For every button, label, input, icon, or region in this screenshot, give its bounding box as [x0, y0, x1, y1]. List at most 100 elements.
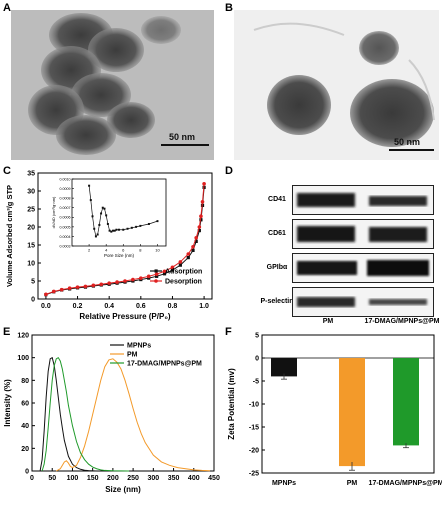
inset-data-point: [147, 222, 150, 225]
legend-label-e: 17-DMAG/MPNPs@PM: [127, 361, 202, 368]
panel-label-d: D: [225, 165, 233, 177]
tem-image-b: 50 nm: [234, 10, 439, 160]
inset-data-point: [100, 212, 103, 215]
y-tick-label-c: 5: [31, 279, 35, 286]
inset-x-tick-label: 8: [139, 248, 142, 253]
legend-marker-c: [154, 269, 158, 273]
y-tick-label-e: 20: [21, 446, 29, 453]
y-tick-label-e: 0: [25, 469, 29, 476]
y-tick-label-f: -10: [249, 402, 259, 409]
plot-frame-c: [37, 172, 213, 300]
inset-data-point: [156, 220, 159, 223]
data-point-desorption: [131, 277, 135, 282]
y-tick-label-c: 20: [27, 225, 35, 232]
wb-label-cd41: CD41: [268, 196, 286, 203]
y-tick-label-e: 60: [21, 401, 29, 408]
legend-marker-c: [154, 279, 158, 283]
inset-data-point: [115, 228, 118, 231]
x-tick-label-e: 350: [168, 475, 180, 482]
scale-bar-label-b: 50 nm: [394, 137, 421, 147]
wb-blot-cd61: [292, 219, 434, 249]
size-distribution-chart: 0 50 100 150 200 250 300 350 400 450 0 20 40 60 80 100 1…: [3, 333, 220, 495]
y-tick-label-c: 35: [27, 171, 35, 178]
panel-b: B 50 nm: [222, 0, 442, 162]
panel-d: D CD41 CD61 GPIbα P-selectin PM 17-DMAG/…: [222, 163, 442, 325]
inset-y-tick-label: 0.0008: [60, 197, 71, 201]
data-point-desorption: [67, 286, 72, 290]
legend-label-e: MPNPs: [127, 343, 151, 350]
inset-data-point: [94, 235, 97, 238]
inset-data-point: [139, 224, 142, 227]
y-tick-label-f: -25: [249, 471, 259, 478]
x-axis-label-e: Size (nm): [105, 485, 141, 494]
series-line-e: [39, 356, 97, 472]
panel-label-f: F: [225, 326, 232, 338]
wb-blot-cd41: [292, 185, 434, 215]
data-point-desorption: [191, 245, 195, 249]
wb-column-17dmag: 17-DMAG/MPNPs@PM: [364, 318, 440, 325]
scale-bar-b: [389, 149, 434, 151]
scale-bar-label-a: 50 nm: [169, 132, 196, 142]
data-point-desorption: [107, 281, 111, 285]
wb-label-pselectin: P-selectin: [260, 298, 294, 305]
inset-y-tick-label: 0.0004: [60, 235, 71, 239]
panel-label-a: A: [3, 2, 11, 14]
inset-data-point: [118, 228, 120, 231]
inset-data-point: [135, 225, 138, 228]
data-point-desorption: [115, 280, 119, 284]
data-point-desorption: [194, 236, 198, 240]
tem-particles-b: [234, 10, 439, 160]
wb-blot-gpib: [292, 253, 434, 283]
inset-data-point: [98, 223, 101, 226]
inset-x-label: Pore Size (nm): [104, 253, 135, 258]
data-point-desorption: [170, 265, 175, 270]
x-category-label-f: 17-DMAG/MPNPs@PM: [369, 480, 442, 487]
data-point-desorption: [146, 274, 151, 279]
data-point-desorption: [202, 182, 206, 186]
y-tick-label-e: 120: [17, 333, 29, 340]
inset-data-point: [91, 215, 94, 218]
inset-y-label: dV/dD (cm³/g·nm): [51, 196, 56, 228]
inset-y-tick-label: 0.0006: [60, 216, 71, 220]
x-tick-label-e: 400: [188, 475, 200, 482]
x-tick-label-e: 150: [87, 475, 99, 482]
bar-0: [271, 358, 297, 377]
x-tick-label-c: 1.0: [199, 303, 209, 310]
x-tick-label-c: 0.2: [73, 303, 83, 310]
inset-y-tick-label: 0.0005: [60, 225, 71, 229]
y-tick-label-c: 30: [27, 189, 35, 196]
y-tick-label-c: 10: [27, 261, 35, 268]
data-point-desorption: [59, 287, 64, 292]
inset-frame-c: [71, 178, 167, 247]
wb-label-cd61: CD61: [268, 230, 286, 237]
y-tick-label-e: 100: [17, 355, 29, 362]
x-tick-label-e: 450: [208, 475, 220, 482]
series-line-e: [41, 356, 130, 472]
x-category-label-f: MPNPs: [272, 480, 296, 487]
inset-y-tick-label: 0.0009: [60, 187, 71, 191]
inset-y-tick-label: 0.0007: [60, 206, 71, 210]
data-point-desorption: [91, 283, 96, 288]
x-tick-label-e: 100: [67, 475, 79, 482]
y-axis-label-c: Volume Adsorbed cm³/g STP: [5, 185, 14, 287]
data-point-desorption: [83, 284, 88, 289]
zeta-potential-chart: -25 -20 -15 -10 -5 0 5 Zeta Potential (mv) MPNPs…: [227, 333, 442, 488]
x-tick-label-c: 0.4: [104, 303, 114, 310]
data-point-desorption: [99, 282, 104, 287]
y-tick-label-f: -5: [253, 379, 259, 386]
panel-e: E 0 50 100 150 200 250 300 350 400 450 0 20 40 60 80 10…: [0, 323, 222, 500]
panel-c: C 0.0 0.2 0.4 0.6 0.8 1.0 0 5 10 15 20 25 30 35 Relati…: [0, 163, 222, 323]
inset-data-point: [96, 233, 99, 236]
y-tick-label-c: 15: [27, 243, 35, 250]
series-line-e: [56, 358, 210, 472]
data-point-adsorption: [197, 229, 201, 233]
y-tick-label-f: 0: [255, 356, 259, 363]
legend-label-c: Desorption: [165, 279, 202, 286]
data-point-desorption: [154, 272, 159, 276]
x-axis-label-c: Relative Pressure (P/P₀): [79, 312, 171, 321]
x-tick-label-e: 300: [147, 475, 159, 482]
inset-data-point: [88, 184, 91, 187]
inset-x-tick-label: 2: [88, 248, 91, 253]
wb-blot-pselectin: [292, 287, 434, 317]
inset-data-point: [108, 229, 111, 232]
